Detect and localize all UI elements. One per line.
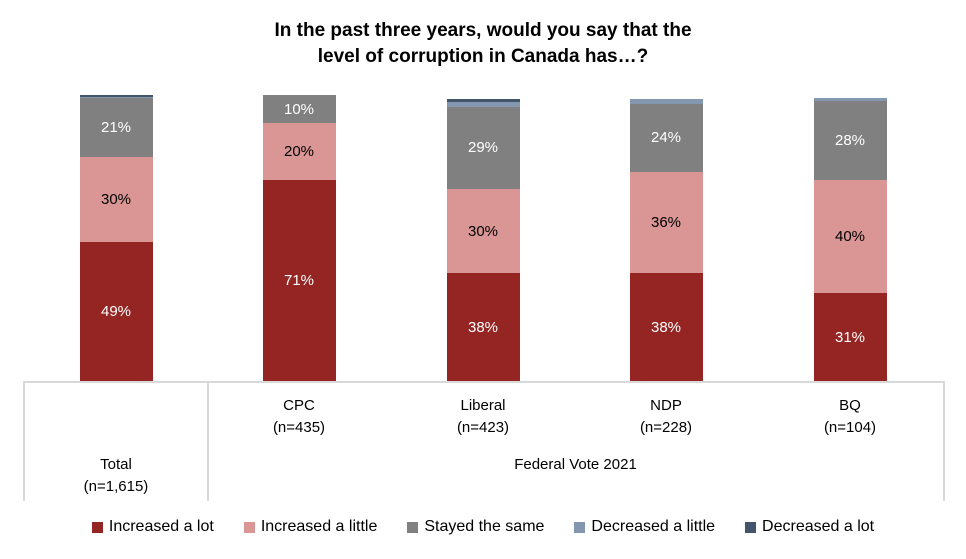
legend-swatch-icon [91,521,103,533]
bar-segment [813,98,887,101]
data-label: 20% [283,143,315,161]
category-label: NDP (n=228) [639,397,693,436]
title-line-1: In the past three years, would you say t… [274,20,692,41]
legend-item: Increased a little [243,518,378,536]
chart-title: In the past three years, would you say t… [0,18,966,70]
data-label: 71% [283,272,315,290]
bar-segment: 10% [262,95,336,124]
data-label: 30% [467,222,499,240]
data-label: 29% [467,139,499,157]
bar-segment: 21% [79,98,153,158]
bar-segment: 38% [446,273,520,381]
bar-cpc: 71% 20% 10% [262,95,336,381]
legend-swatch-icon [407,521,419,533]
legend-label: Increased a lot [108,518,214,535]
data-label: 40% [834,228,866,246]
data-label: 49% [100,303,132,321]
legend-item: Stayed the same [407,518,544,536]
bar-segment: 36% [629,171,703,274]
bar-segment: 20% [262,123,336,181]
data-label: 38% [650,318,682,336]
bar-ndp: 38% 36% 24% [629,99,703,381]
bar-segment: 29% [446,106,520,189]
data-label: 30% [100,191,132,209]
data-label: 38% [467,318,499,336]
legend-swatch-icon [574,521,586,533]
data-label: 28% [834,131,866,149]
legend-item: Increased a lot [91,518,214,536]
data-label: 10% [283,100,315,118]
bar-segment: 30% [79,157,153,243]
legend-label: Stayed the same [424,518,545,535]
bar-segment: 49% [79,242,153,381]
bar-liberal: 38% 30% 29% [446,99,520,381]
bar-segment [629,99,703,104]
bar-bq: 31% 40% 28% [813,98,887,381]
bar-segment: 71% [262,180,336,381]
category-label: BQ (n=104) [823,397,877,436]
legend-swatch-icon [243,521,255,533]
bar-segment [446,102,520,107]
legend-label: Increased a little [260,518,378,535]
bar-segment: 38% [629,273,703,381]
data-label: 21% [100,119,132,137]
data-label: 24% [650,129,682,147]
bar-total: 49% 30% 21% [79,95,153,381]
legend-item: Decreased a little [574,518,715,536]
data-label: 31% [834,328,866,346]
bar-segment [79,96,153,99]
bar-segment [79,95,153,97]
bar-segment: 31% [813,293,887,381]
category-label: Liberal (n=423) [456,397,510,436]
category-label: Total (n=1,615) [83,456,149,495]
legend-item: Decreased a lot [745,518,874,536]
legend: Increased a lot Increased a little Stayed … [0,518,966,536]
group-divider [207,381,209,501]
legend-label: Decreased a little [591,518,716,535]
bar-segment: 40% [813,180,887,294]
bar-segment: 28% [813,100,887,181]
bar-segment [446,99,520,103]
category-label: CPC (n=435) [272,397,326,436]
legend-label: Decreased a lot [762,518,875,535]
legend-swatch-icon [745,521,757,533]
title-line-2: level of corruption in Canada has…? [317,46,649,67]
bar-segment: 24% [629,103,703,172]
bar-segment: 30% [446,188,520,274]
group-label: Federal Vote 2021 [514,456,637,473]
data-label: 36% [650,214,682,232]
category-axis-box [23,381,945,501]
